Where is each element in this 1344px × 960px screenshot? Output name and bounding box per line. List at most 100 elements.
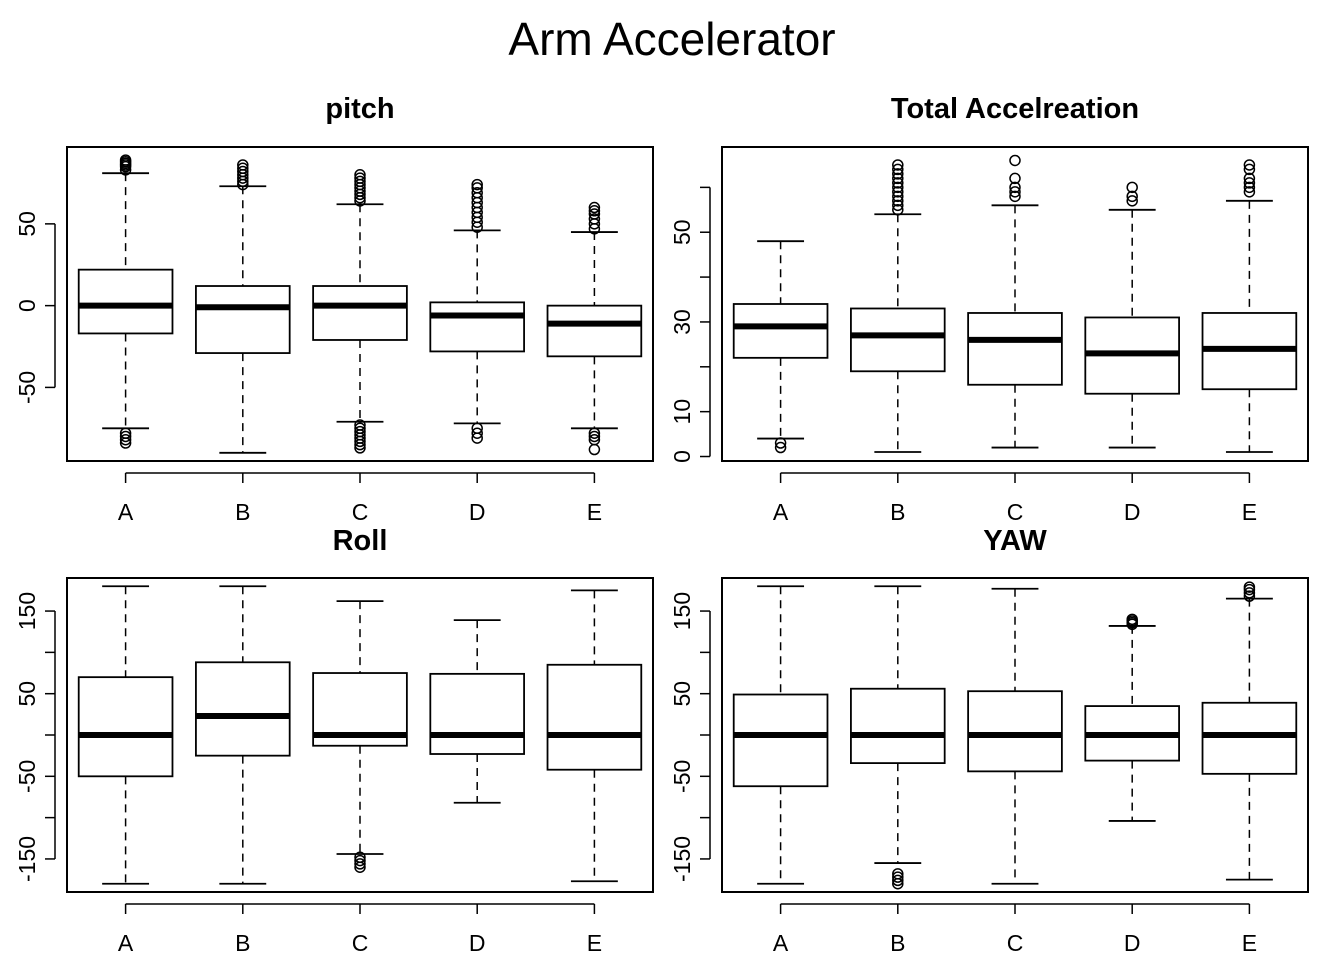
outlier-point bbox=[354, 172, 366, 184]
y-tick-label: -50 bbox=[669, 760, 695, 793]
outlier-point bbox=[1126, 190, 1138, 203]
box-iqr bbox=[77, 268, 174, 335]
outlier-point bbox=[1243, 181, 1256, 194]
y-tick-label: 0 bbox=[669, 450, 695, 463]
outlier-point bbox=[774, 437, 787, 449]
outlier-point bbox=[354, 861, 366, 873]
x-tick-label: C bbox=[1007, 930, 1024, 956]
x-tick-label: A bbox=[118, 930, 134, 956]
outlier-point bbox=[588, 430, 601, 443]
panel-title: YAW bbox=[983, 525, 1047, 557]
outlier-point bbox=[892, 195, 904, 207]
outlier-point bbox=[119, 154, 132, 166]
outlier-point bbox=[588, 213, 601, 225]
plot-frame bbox=[66, 577, 654, 893]
outlier-point bbox=[1243, 177, 1256, 189]
figure-title: Arm Accelerator bbox=[508, 13, 836, 65]
panel-title: Roll bbox=[333, 525, 388, 557]
x-tick-label: B bbox=[235, 930, 250, 956]
y-tick-label: 30 bbox=[669, 309, 695, 335]
box-iqr bbox=[546, 304, 643, 358]
box-iqr bbox=[967, 690, 1063, 773]
outlier-point bbox=[471, 178, 483, 191]
y-tick-label: 50 bbox=[14, 681, 40, 707]
x-tick-label: A bbox=[773, 930, 789, 956]
outlier-point bbox=[471, 427, 483, 439]
outlier-point bbox=[1126, 181, 1138, 194]
plot-frame bbox=[66, 146, 654, 462]
x-tick-label: C bbox=[1007, 499, 1024, 525]
box-iqr bbox=[850, 307, 946, 373]
outlier-point bbox=[588, 208, 601, 220]
outlier-point bbox=[354, 442, 366, 454]
outlier-point bbox=[892, 159, 904, 171]
outlier-point bbox=[1009, 154, 1021, 167]
y-tick-label: -50 bbox=[14, 371, 40, 404]
outlier-point bbox=[1126, 613, 1138, 626]
outlier-point bbox=[774, 441, 787, 454]
outlier-point bbox=[1009, 172, 1021, 185]
outlier-point bbox=[892, 204, 904, 216]
plot-frame bbox=[721, 577, 1309, 893]
outlier-point bbox=[237, 162, 249, 175]
x-tick-label: E bbox=[587, 930, 602, 956]
outlier-point bbox=[892, 181, 904, 194]
y-tick-label: 0 bbox=[14, 299, 40, 312]
box-iqr bbox=[967, 312, 1063, 386]
outlier-point bbox=[354, 438, 366, 451]
x-tick-label: E bbox=[587, 499, 602, 525]
outlier-point bbox=[471, 432, 483, 444]
plot-frame bbox=[721, 146, 1309, 462]
x-tick-label: C bbox=[352, 499, 369, 525]
outlier-point bbox=[892, 186, 904, 198]
outlier-point bbox=[354, 858, 366, 870]
x-tick-label: D bbox=[469, 930, 486, 956]
outlier-point bbox=[119, 430, 132, 443]
x-tick-label: B bbox=[890, 930, 905, 956]
box-iqr bbox=[429, 672, 525, 755]
outlier-point bbox=[588, 443, 601, 456]
outlier-point bbox=[1243, 590, 1256, 602]
box-iqr bbox=[429, 301, 525, 353]
box-iqr bbox=[195, 285, 291, 354]
box-iqr bbox=[77, 676, 174, 778]
x-tick-label: B bbox=[235, 499, 250, 525]
box-iqr bbox=[850, 687, 946, 764]
x-tick-label: C bbox=[352, 930, 369, 956]
outlier-point bbox=[471, 182, 483, 194]
x-tick-label: E bbox=[1242, 930, 1257, 956]
panel-title: pitch bbox=[325, 93, 394, 125]
outlier-point bbox=[892, 190, 904, 203]
y-tick-label: 150 bbox=[14, 592, 40, 630]
outlier-point bbox=[1126, 195, 1138, 207]
outlier-point bbox=[892, 199, 904, 212]
outlier-point bbox=[588, 205, 601, 217]
outlier-point bbox=[237, 159, 249, 171]
y-tick-label: -150 bbox=[669, 836, 695, 882]
box-iqr bbox=[195, 661, 291, 757]
x-tick-label: D bbox=[1124, 499, 1141, 525]
y-tick-label: 50 bbox=[14, 211, 40, 237]
x-tick-label: B bbox=[890, 499, 905, 525]
outlier-point bbox=[1243, 172, 1256, 185]
y-tick-label: -150 bbox=[14, 836, 40, 882]
outlier-point bbox=[892, 172, 904, 185]
outlier-point bbox=[892, 168, 904, 180]
y-tick-label: 150 bbox=[669, 592, 695, 630]
outlier-point bbox=[892, 877, 904, 890]
outlier-point bbox=[1009, 181, 1021, 194]
outlier-point bbox=[471, 187, 483, 199]
outlier-point bbox=[119, 433, 132, 446]
y-tick-label: 10 bbox=[669, 399, 695, 425]
outlier-point bbox=[1243, 163, 1256, 176]
x-tick-label: E bbox=[1242, 499, 1257, 525]
outlier-point bbox=[1243, 581, 1256, 593]
box-iqr bbox=[546, 663, 643, 771]
outlier-point bbox=[1009, 186, 1021, 198]
y-tick-label: 50 bbox=[669, 219, 695, 245]
outlier-point bbox=[237, 165, 249, 178]
outlier-point bbox=[354, 435, 366, 448]
outlier-point bbox=[354, 169, 366, 181]
x-tick-label: A bbox=[773, 499, 789, 525]
